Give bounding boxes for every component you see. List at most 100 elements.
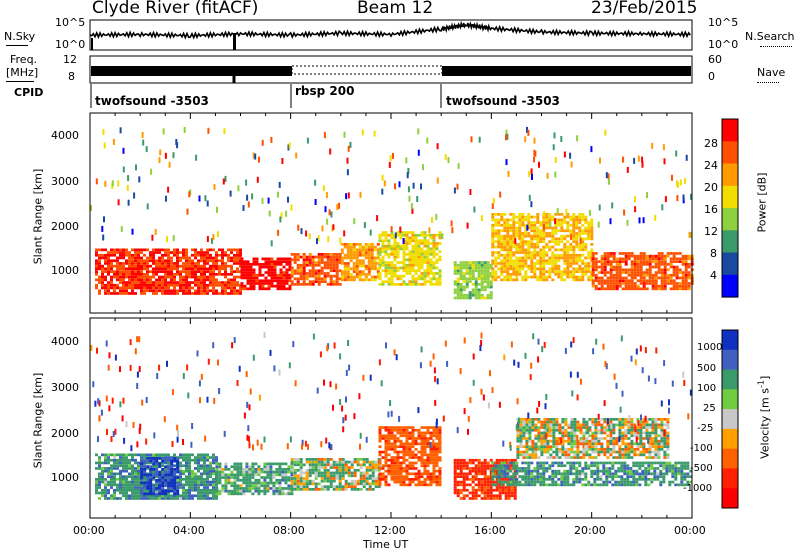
heatmap-cell	[200, 494, 203, 498]
heatmap-cell	[188, 289, 191, 293]
heatmap-cell	[101, 283, 104, 287]
heatmap-cell	[545, 213, 549, 216]
heatmap-cell	[206, 278, 209, 282]
heatmap-cell	[498, 494, 502, 498]
heatmap-cell	[194, 480, 197, 484]
heatmap-cell	[263, 465, 267, 468]
heatmap-cell	[320, 485, 324, 488]
heatmap-cell	[651, 142, 654, 149]
heatmap-cell	[117, 199, 120, 206]
heatmap-cell	[642, 273, 646, 277]
heatmap-cell	[521, 275, 525, 279]
heatmap-cell	[264, 279, 268, 283]
heatmap-cell	[173, 262, 176, 265]
heatmap-cell	[672, 268, 676, 272]
heatmap-cell	[486, 491, 490, 495]
heatmap-cell	[164, 152, 167, 159]
heatmap-cell	[417, 456, 421, 459]
heatmap-cell	[122, 488, 125, 492]
heatmap-cell	[681, 271, 685, 274]
heatmap-cell	[364, 275, 368, 279]
heatmap-cell	[423, 472, 427, 476]
heatmap-cell	[483, 272, 487, 275]
heatmap-cell	[221, 281, 224, 284]
heatmap-cell	[390, 442, 394, 446]
heatmap-cell	[618, 282, 622, 285]
heatmap-cell	[146, 457, 150, 460]
heatmap-cell	[247, 201, 250, 208]
heatmap-cell	[185, 262, 188, 265]
heatmap-cell	[248, 470, 252, 474]
heatmap-cell	[435, 483, 439, 487]
heatmap-cell	[527, 469, 531, 473]
heatmap-cell	[393, 263, 397, 267]
heatmap-cell	[500, 472, 504, 476]
heatmap-cell	[393, 253, 397, 256]
heatmap-cell	[224, 478, 228, 482]
heatmap-cell	[560, 480, 564, 484]
heatmap-cell	[570, 234, 573, 241]
heatmap-cell	[477, 296, 481, 300]
heatmap-cell	[533, 256, 537, 260]
heatmap-cell	[423, 426, 427, 429]
heatmap-cell	[119, 127, 122, 134]
heatmap-cell	[390, 445, 394, 448]
heatmap-cell	[233, 270, 236, 273]
heatmap-cell	[155, 262, 158, 265]
heatmap-cell	[370, 259, 374, 263]
heatmap-cell	[161, 497, 164, 500]
heatmap-cell	[483, 488, 487, 492]
heatmap-cell	[662, 144, 665, 151]
heatmap-cell	[533, 262, 537, 265]
heatmap-cell	[371, 466, 375, 469]
heatmap-cell	[542, 251, 546, 254]
heatmap-cell	[513, 486, 517, 489]
heatmap-cell	[390, 478, 394, 481]
heatmap-cell	[152, 283, 155, 287]
heatmap-cell	[572, 259, 576, 263]
heatmap-cell	[462, 293, 466, 297]
heatmap-cell	[173, 253, 176, 257]
heatmap-cell	[343, 275, 347, 279]
heatmap-cell	[672, 257, 676, 261]
heatmap-cell	[456, 266, 460, 270]
heatmap-cell	[107, 251, 110, 254]
heatmap-cell	[367, 248, 371, 252]
heatmap-cell	[494, 278, 498, 282]
heatmap-cell	[521, 248, 525, 252]
heatmap-cell	[200, 286, 203, 290]
heatmap-cell	[387, 255, 391, 259]
heatmap-cell	[651, 260, 655, 263]
heatmap-cell	[377, 468, 381, 472]
heatmap-cell	[521, 218, 525, 222]
heatmap-cell	[152, 457, 156, 460]
heatmap-cell	[206, 292, 209, 295]
heatmap-cell	[575, 243, 579, 246]
heatmap-cell	[402, 283, 406, 286]
heatmap-cell	[122, 264, 125, 268]
heatmap-cell	[245, 476, 249, 479]
heatmap-cell	[426, 464, 430, 468]
heatmap-cell	[381, 250, 385, 253]
heatmap-cell	[453, 187, 456, 194]
heatmap-cell	[267, 271, 271, 274]
heatmap-cell	[438, 467, 442, 470]
heatmap-cell	[176, 262, 179, 265]
heatmap-cell	[359, 471, 363, 475]
heatmap-cell	[491, 253, 495, 257]
heatmap-cell	[453, 478, 457, 481]
heatmap-cell	[408, 437, 412, 440]
heatmap-cell	[480, 296, 484, 300]
heatmap-cell	[645, 273, 649, 277]
heatmap-cell	[113, 475, 116, 478]
heatmap-cell	[155, 497, 158, 500]
heatmap-cell	[393, 239, 397, 243]
heatmap-cell	[509, 218, 513, 222]
heatmap-cell	[468, 469, 472, 473]
heatmap-cell	[396, 472, 400, 476]
heatmap-cell	[618, 260, 622, 263]
heatmap-cell	[414, 456, 418, 459]
heatmap-cell	[512, 253, 516, 257]
heatmap-cell	[654, 265, 658, 269]
heatmap-cell	[510, 494, 514, 498]
